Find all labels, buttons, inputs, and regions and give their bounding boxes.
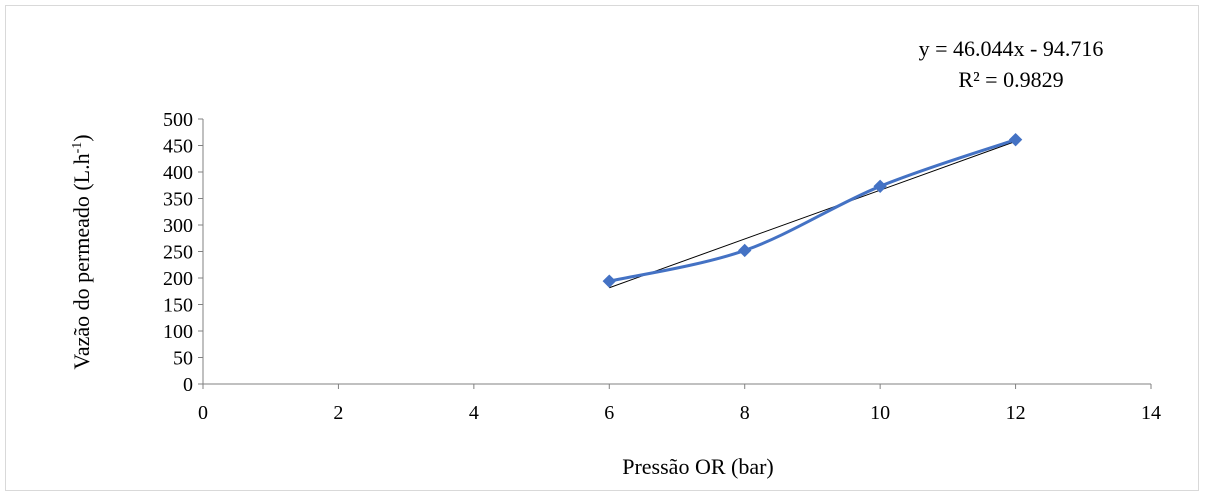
y-tick-label: 450 [163, 136, 193, 158]
x-tick-label: 2 [333, 402, 343, 424]
x-tick-label: 12 [1006, 402, 1026, 424]
trendline-equation: y = 46.044x - 94.716 [919, 36, 1104, 61]
data-point-marker [1008, 132, 1023, 147]
x-axis-title: Pressão OR (bar) [622, 454, 774, 479]
x-tick-label: 10 [870, 402, 890, 424]
x-tick-label: 6 [604, 402, 614, 424]
data-point-marker [602, 274, 616, 288]
series-layer [602, 132, 1023, 288]
y-axis-title-end: ) [69, 134, 94, 141]
x-tick-label: 0 [198, 402, 208, 424]
y-tick-label: 350 [163, 189, 193, 211]
trendline [609, 140, 1016, 289]
y-tick-label: 500 [163, 109, 193, 131]
y-axis-title-sup: -1 [70, 142, 85, 154]
trendline-r-squared: R² = 0.9829 [958, 67, 1063, 92]
series-line [607, 138, 1018, 283]
chart-frame [5, 5, 1199, 491]
y-tick-label: 250 [163, 242, 193, 264]
x-tick-label: 14 [1141, 402, 1161, 424]
y-tick-label: 100 [163, 321, 193, 343]
y-tick-label: 150 [163, 295, 193, 317]
y-tick-label: 50 [173, 348, 193, 370]
x-tick-label: 4 [469, 402, 479, 424]
y-axis-title-main: Vazão do permeado (L.h [69, 153, 94, 369]
y-axis-title: Vazão do permeado (L.h-1) [69, 134, 94, 369]
y-tick-label: 0 [183, 374, 193, 396]
axes [198, 118, 1152, 389]
data-point-marker [873, 179, 887, 194]
x-tick-label: 8 [740, 402, 750, 424]
tick-labels: 0 50 100 150 200 250 300 350 400 450 500 0 2 4 6 8 10 12 1… [163, 109, 1161, 424]
trendline-layer [609, 140, 1016, 289]
y-tick-label: 400 [163, 162, 193, 184]
y-tick-label: 300 [163, 215, 193, 237]
data-point-marker [738, 243, 752, 258]
y-tick-label: 200 [163, 268, 193, 290]
